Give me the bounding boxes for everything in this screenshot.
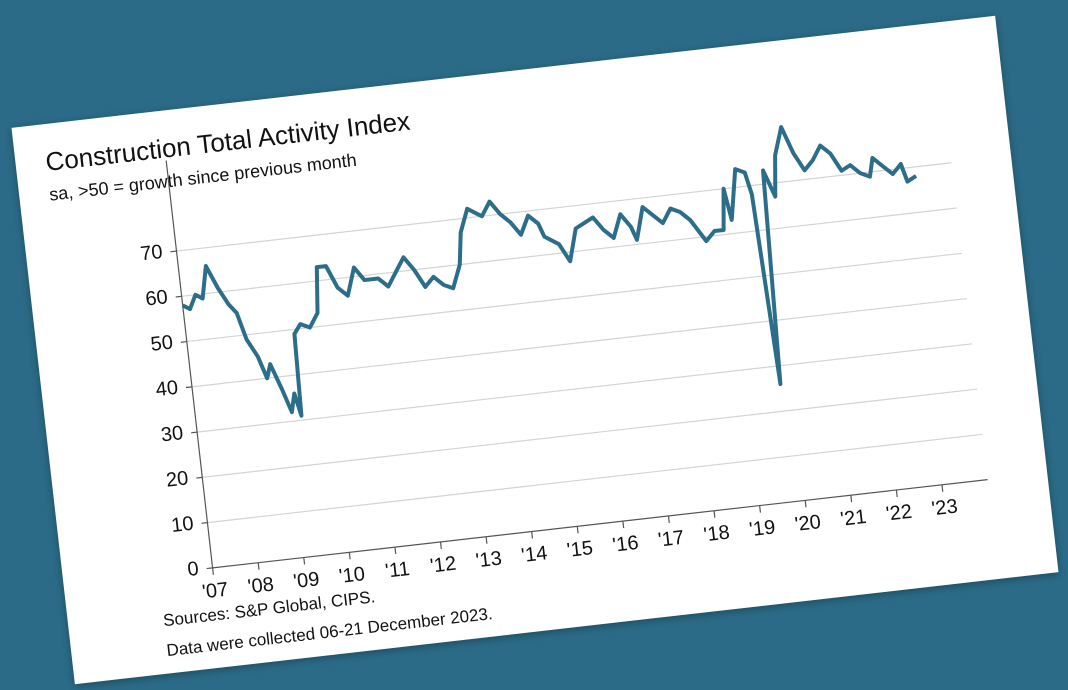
x-tick-label: '13 [475,547,503,572]
x-tick-mark [850,495,853,503]
x-tick-mark [576,526,579,534]
x-tick-label: '17 [657,527,685,552]
x-tick-label: '23 [930,496,958,521]
y-axis [165,160,214,568]
x-tick-mark [713,510,716,518]
grid-line [197,343,973,433]
x-tick-mark [439,541,442,549]
y-tick-label: 30 [160,422,185,446]
x-tick-mark [667,515,670,523]
y-tick-mark [180,340,187,343]
x-tick-label: '16 [611,532,639,557]
x-tick-label: '19 [748,516,776,541]
x-tick-label: '18 [702,521,730,546]
x-tick-mark [348,552,351,560]
y-tick-mark [206,567,213,570]
x-tick-mark [211,567,214,575]
y-tick-label: 40 [155,377,180,401]
y-tick-label: 60 [144,286,169,310]
y-tick-label: 70 [139,241,164,265]
y-tick-mark [201,522,208,524]
x-tick-mark [804,500,807,508]
y-tick-mark [175,295,182,298]
x-tick-mark [303,557,306,565]
grid-line [181,207,957,297]
x-tick-mark [531,531,534,539]
grid-line [207,433,983,524]
x-tick-label: '11 [384,558,411,583]
y-tick-label: 50 [149,332,174,356]
y-tick-label: 0 [186,558,200,581]
y-tick-mark [170,250,177,253]
y-tick-mark [196,476,203,479]
chart-card: Construction Total Activity Index sa, >5… [11,15,1059,685]
y-tick-mark [191,431,198,434]
x-tick-label: '21 [839,506,867,531]
x-tick-mark [622,521,625,529]
x-tick-label: '08 [247,573,275,598]
grid-line [202,388,978,478]
x-tick-mark [759,505,762,513]
x-tick-label: '09 [292,568,320,593]
y-tick-label: 10 [170,513,195,537]
y-tick-mark [185,386,193,389]
grid-line [191,297,968,388]
chart: Construction Total Activity Index sa, >5… [44,106,988,660]
grid-line [186,252,962,343]
x-tick-label: '22 [885,501,913,526]
grid-line [176,162,952,252]
x-tick-label: '07 [201,579,229,604]
x-tick-mark [485,536,488,544]
x-tick-mark [895,489,898,498]
x-axis [212,479,988,569]
data-line [181,125,918,418]
x-tick-label: '12 [429,553,457,578]
x-tick-label: '10 [338,563,366,588]
x-tick-label: '14 [520,542,548,567]
x-tick-mark [257,562,260,570]
x-tick-label: '15 [566,537,594,562]
x-tick-mark [394,547,397,555]
y-tick-label: 20 [165,467,190,491]
x-tick-mark [941,484,944,492]
x-tick-label: '20 [794,511,822,536]
